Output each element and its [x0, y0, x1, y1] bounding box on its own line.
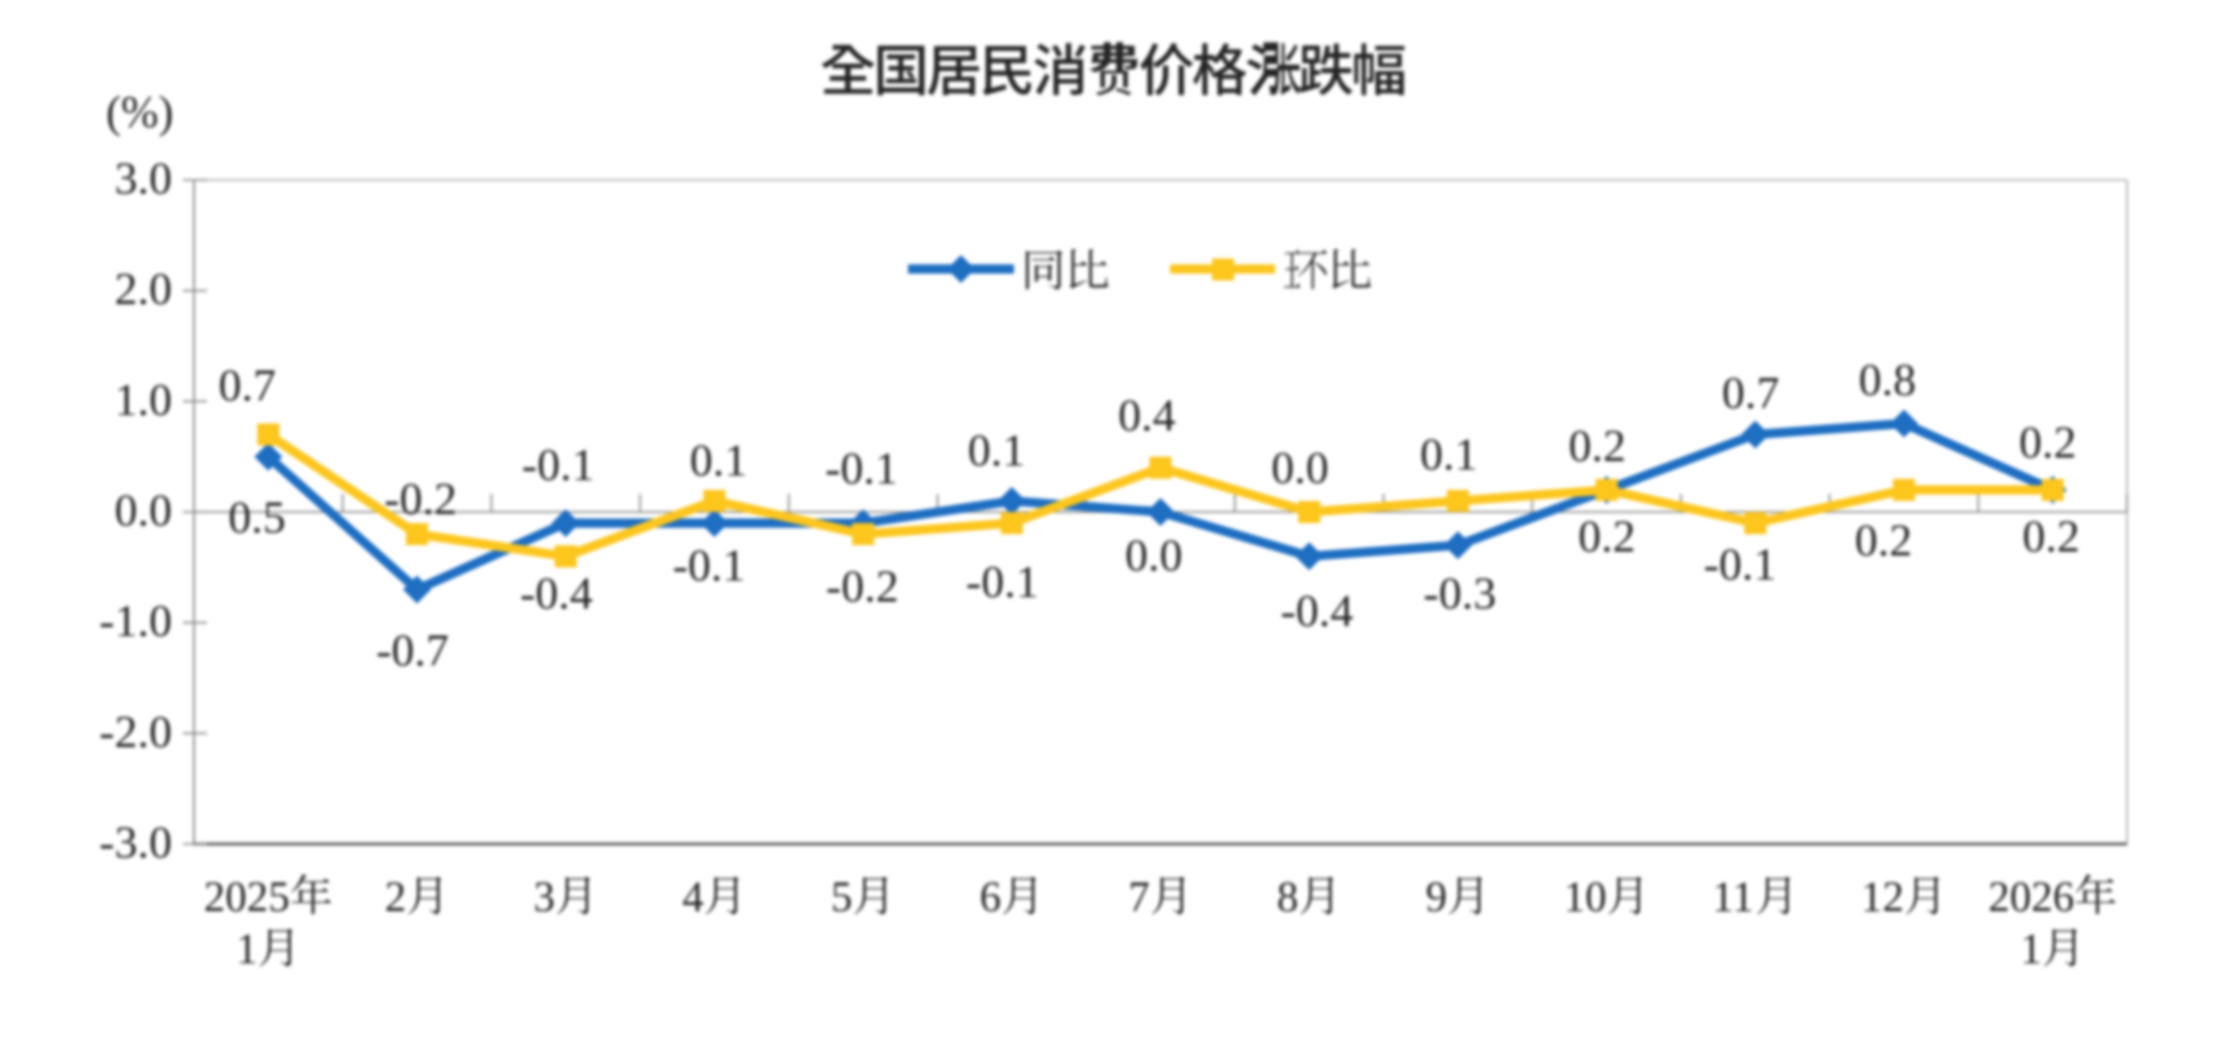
svg-text:0.2: 0.2: [1569, 420, 1627, 471]
svg-text:0.0: 0.0: [115, 485, 173, 536]
svg-text:(%): (%): [106, 87, 173, 137]
svg-text:8: 8: [1277, 874, 1299, 921]
svg-text:0.1: 0.1: [690, 435, 748, 486]
svg-text:-0.1: -0.1: [825, 442, 898, 493]
svg-text:-2.0: -2.0: [99, 706, 172, 757]
svg-text:0.1: 0.1: [1420, 428, 1478, 479]
svg-text:6: 6: [980, 874, 1002, 921]
svg-text:3.0: 3.0: [115, 153, 173, 204]
svg-text:0.7: 0.7: [1722, 367, 1780, 418]
svg-text:0.0: 0.0: [1125, 529, 1183, 580]
svg-text:0.7: 0.7: [219, 360, 277, 411]
svg-text:12: 12: [1861, 874, 1904, 921]
svg-text:0.2: 0.2: [1855, 515, 1913, 566]
svg-text:9: 9: [1426, 874, 1448, 921]
svg-text:0.1: 0.1: [968, 425, 1026, 476]
svg-text:-0.3: -0.3: [1423, 567, 1496, 618]
svg-text:7: 7: [1128, 874, 1150, 921]
svg-text:0.2: 0.2: [2019, 417, 2077, 468]
svg-text:10: 10: [1564, 874, 1607, 921]
svg-text:2025: 2025: [204, 874, 290, 921]
svg-text:1.0: 1.0: [115, 374, 173, 425]
svg-text:-0.1: -0.1: [966, 556, 1039, 607]
svg-text:5: 5: [831, 874, 853, 921]
svg-text:0.8: 0.8: [1859, 354, 1917, 405]
svg-text:0.2: 0.2: [2022, 510, 2080, 561]
svg-text:0.2: 0.2: [1578, 511, 1636, 562]
svg-text:-0.4: -0.4: [1280, 585, 1353, 636]
svg-text:-0.4: -0.4: [520, 567, 593, 618]
svg-text:0.0: 0.0: [1271, 442, 1329, 493]
svg-text:1: 1: [236, 926, 258, 973]
svg-text:2: 2: [385, 874, 407, 921]
svg-text:-3.0: -3.0: [99, 817, 172, 868]
svg-text:0.5: 0.5: [228, 492, 286, 543]
svg-text:-0.2: -0.2: [826, 561, 899, 612]
svg-text:11: 11: [1712, 874, 1753, 921]
svg-text:-0.1: -0.1: [1704, 538, 1777, 589]
svg-text:-1.0: -1.0: [99, 595, 172, 646]
svg-text:2.0: 2.0: [115, 263, 173, 314]
svg-text:4: 4: [682, 874, 704, 921]
svg-text:-0.1: -0.1: [522, 439, 595, 490]
svg-text:3: 3: [534, 874, 556, 921]
svg-text:-0.2: -0.2: [384, 473, 457, 524]
svg-text:1: 1: [2020, 926, 2042, 973]
svg-text:-0.7: -0.7: [376, 625, 449, 676]
svg-text:-0.1: -0.1: [673, 540, 746, 591]
svg-text:0.4: 0.4: [1118, 390, 1176, 441]
svg-text:2026: 2026: [1988, 874, 2074, 921]
